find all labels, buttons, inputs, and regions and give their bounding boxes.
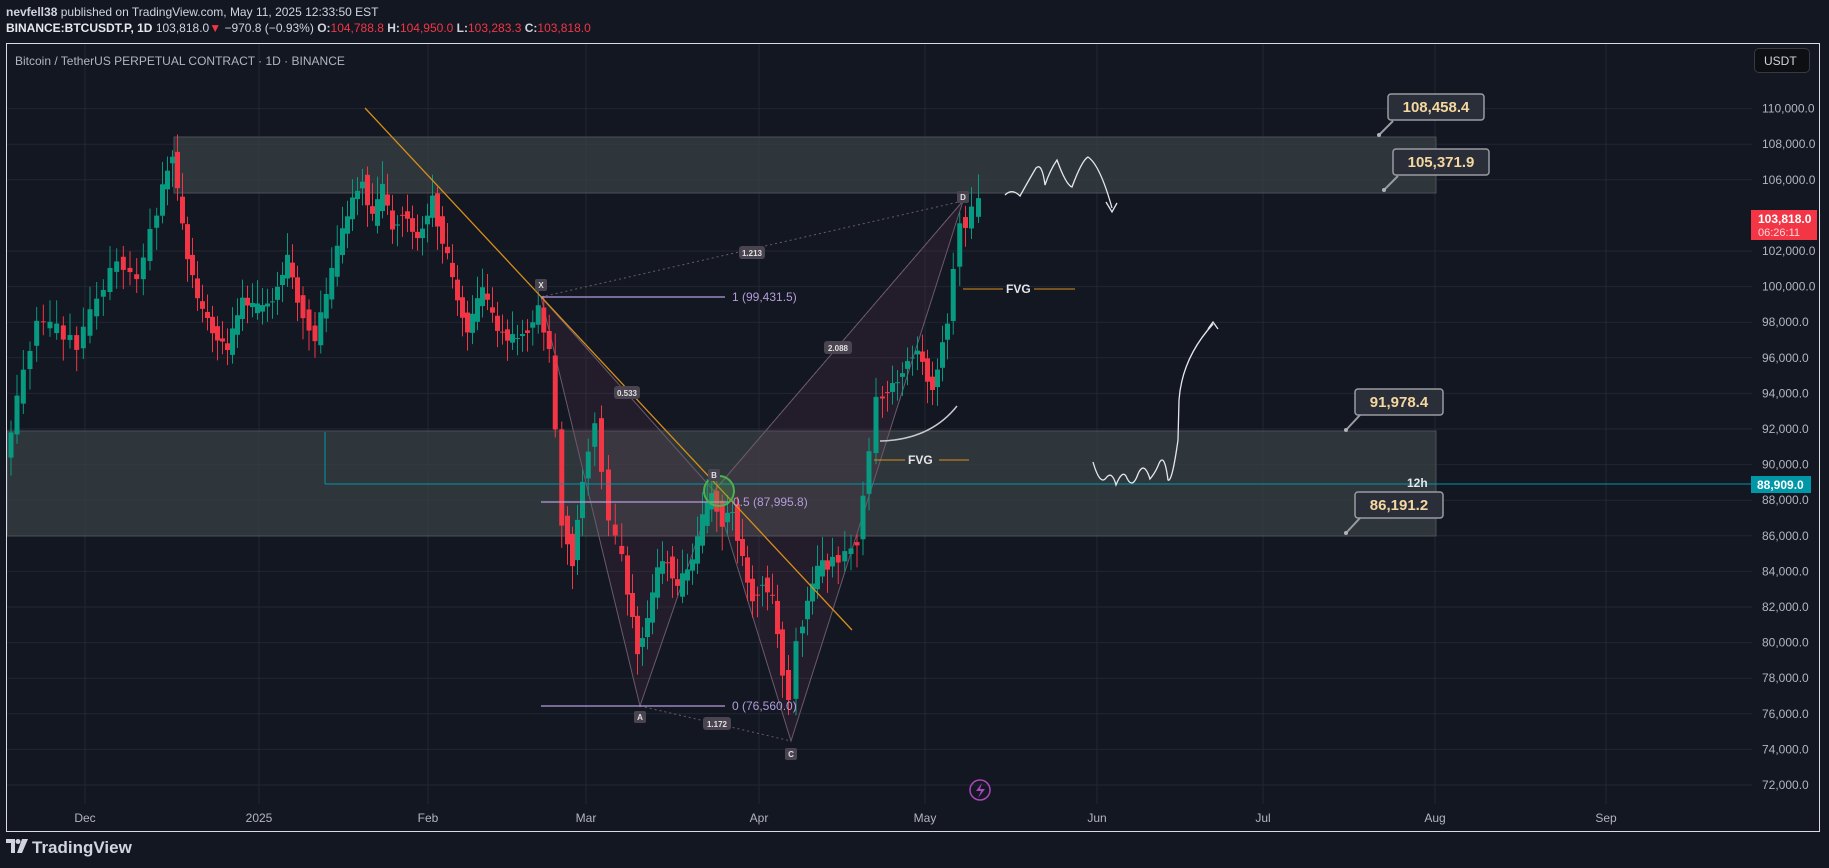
- svg-text:Jul: Jul: [1255, 811, 1270, 825]
- chart-frame[interactable]: [6, 43, 1820, 832]
- projection-path-bottom[interactable]: [1092, 323, 1214, 488]
- tradingview-logo-text: TradingView: [32, 838, 132, 857]
- tradingview-logo-icon: [6, 839, 28, 857]
- arrow-up-icon: [1207, 320, 1219, 330]
- svg-text:88,000.0: 88,000.0: [1762, 493, 1809, 507]
- point-a-label: A: [637, 713, 643, 722]
- ratio-1213: 1.213: [742, 249, 763, 258]
- svg-text:2025: 2025: [246, 811, 273, 825]
- high-label: H:: [387, 21, 400, 35]
- callout-105371[interactable]: 105,371.9: [1382, 148, 1490, 192]
- current-price-tag: 103,818.0 06:26:11: [1751, 210, 1817, 240]
- lightning-icon[interactable]: [969, 779, 991, 801]
- arrow-down-icon: [1105, 201, 1118, 214]
- price-axis[interactable]: 110,000.0 108,000.0 106,000.0 102,000.0 100,…: [1762, 102, 1816, 792]
- svg-text:76,000.0: 76,000.0: [1762, 707, 1809, 721]
- fib-label-05: 0.5 (87,995.8): [733, 495, 808, 509]
- svg-text:Apr: Apr: [750, 811, 769, 825]
- svg-text:92,000.0: 92,000.0: [1762, 422, 1809, 436]
- svg-text:106,000.0: 106,000.0: [1762, 173, 1816, 187]
- tradingview-logo[interactable]: TradingView: [6, 838, 132, 858]
- point-a-badge: [634, 711, 646, 723]
- svg-text:91,978.4: 91,978.4: [1370, 394, 1429, 411]
- ratio-2088: 2.088: [828, 344, 849, 353]
- open-label: O:: [317, 21, 331, 35]
- svg-text:72,000.0: 72,000.0: [1762, 778, 1809, 792]
- currency-button[interactable]: USDT: [1754, 48, 1810, 73]
- svg-text:86,191.2: 86,191.2: [1370, 497, 1428, 514]
- svg-text:82,000.0: 82,000.0: [1762, 600, 1809, 614]
- svg-text:May: May: [914, 811, 937, 825]
- callout-91978[interactable]: 91,978.4: [1344, 388, 1444, 432]
- open-value: 104,788.8: [330, 21, 384, 35]
- projection-path-top[interactable]: [1004, 156, 1113, 209]
- svg-text:84,000.0: 84,000.0: [1762, 564, 1809, 578]
- svg-text:74,000.0: 74,000.0: [1762, 742, 1809, 756]
- svg-text:78,000.0: 78,000.0: [1762, 671, 1809, 685]
- svg-text:Feb: Feb: [418, 811, 439, 825]
- timeframe-tag: 12h: [1407, 476, 1428, 490]
- callout-86191[interactable]: 86,191.2: [1344, 491, 1444, 535]
- svg-text:100,000.0: 100,000.0: [1762, 280, 1816, 294]
- svg-text:80,000.0: 80,000.0: [1762, 636, 1809, 650]
- time-axis[interactable]: Dec 2025 Feb Mar Apr May Jun Jul Aug Sep: [74, 811, 1617, 825]
- point-x-label: X: [538, 281, 544, 290]
- svg-text:108,000.0: 108,000.0: [1762, 137, 1816, 151]
- line-price-tag: 88,909.0: [1751, 476, 1811, 493]
- publish-info: nevfell38 published on TradingView.com, …: [6, 5, 378, 19]
- curve-arc: [879, 405, 958, 442]
- point-b-badge: [708, 469, 720, 481]
- svg-text:103,818.0: 103,818.0: [1758, 212, 1812, 226]
- svg-text:90,000.0: 90,000.0: [1762, 458, 1809, 472]
- fvg-label-upper: FVG: [1006, 282, 1031, 296]
- candlesticks: [8, 134, 981, 716]
- svg-text:94,000.0: 94,000.0: [1762, 386, 1809, 400]
- chart-title: Bitcoin / TetherUS PERPETUAL CONTRACT · …: [15, 54, 345, 68]
- svg-text:Jun: Jun: [1087, 811, 1106, 825]
- point-x-badge: [535, 279, 547, 291]
- fib-label-1: 1 (99,431.5): [732, 290, 797, 304]
- svg-text:110,000.0: 110,000.0: [1762, 102, 1815, 116]
- svg-text:Aug: Aug: [1424, 811, 1445, 825]
- svg-text:102,000.0: 102,000.0: [1762, 244, 1816, 258]
- svg-text:06:26:11: 06:26:11: [1758, 227, 1800, 239]
- svg-text:Sep: Sep: [1595, 811, 1617, 825]
- svg-text:96,000.0: 96,000.0: [1762, 351, 1809, 365]
- author-name[interactable]: nevfell38: [6, 5, 58, 19]
- price-change: −970.8 (−0.93%): [224, 21, 314, 35]
- point-c-badge: [785, 748, 797, 760]
- svg-text:105,371.9: 105,371.9: [1408, 154, 1475, 171]
- high-value: 104,950.0: [399, 21, 454, 35]
- point-c-label: C: [788, 750, 794, 759]
- resistance-zone[interactable]: [173, 136, 1437, 194]
- low-value: 103,283.3: [468, 21, 522, 35]
- down-arrow-icon: ▼: [209, 21, 222, 35]
- point-d-badge: [957, 191, 969, 203]
- svg-text:98,000.0: 98,000.0: [1762, 315, 1809, 329]
- ac-dotted-line: [639, 705, 792, 742]
- svg-text:Dec: Dec: [74, 811, 95, 825]
- fib-label-0: 0 (76,560.0): [732, 699, 797, 713]
- close-label: C:: [524, 21, 538, 35]
- svg-text:88,909.0: 88,909.0: [1757, 478, 1804, 492]
- point-d-label: D: [960, 193, 966, 202]
- svg-text:Mar: Mar: [576, 811, 597, 825]
- fvg-label-lower: FVG: [908, 453, 933, 467]
- symbol-label: BINANCE:BTCUSDT.P, 1D: [6, 21, 153, 35]
- point-b-label: B: [711, 471, 717, 480]
- svg-text:86,000.0: 86,000.0: [1762, 529, 1809, 543]
- low-label: L:: [456, 21, 468, 35]
- close-value: 103,818.0: [537, 21, 591, 35]
- published-text: published on TradingView.com, May 11, 20…: [60, 5, 379, 19]
- svg-text:108,458.4: 108,458.4: [1403, 99, 1470, 116]
- last-price: 103,818.0: [155, 21, 210, 35]
- symbol-info: BINANCE:BTCUSDT.P, 1D 103,818.0▼ −970.8 …: [6, 21, 591, 35]
- ratio-0533: 0.533: [617, 389, 638, 398]
- descending-trendline[interactable]: [364, 107, 853, 631]
- callout-108458[interactable]: 108,458.4: [1377, 93, 1485, 137]
- ratio-1172: 1.172: [707, 720, 728, 729]
